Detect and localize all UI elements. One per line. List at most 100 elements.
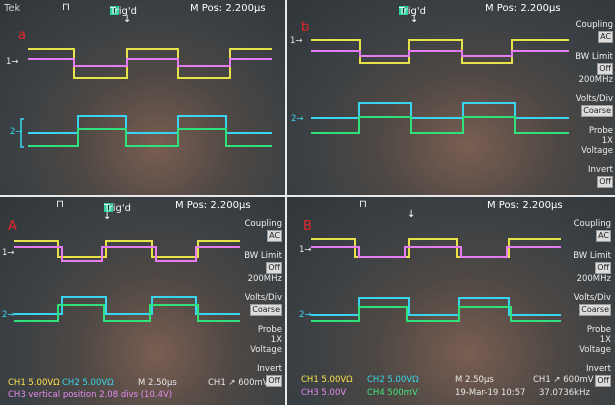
ch3-waveform [311, 50, 569, 57]
bw-limit-value: Off [266, 262, 282, 274]
trigger-icon: T [104, 203, 113, 212]
trigger-position-arrow-icon: ↓ [407, 209, 416, 220]
coupling-label: Coupling [573, 219, 611, 229]
ch2-marker: 2→ [10, 127, 23, 137]
scope-panel-A: ⊓ T Trig'd ↓ M Pos: 2.200µs A 1→ 2→ Coupl… [0, 197, 285, 405]
volts-div-label: Volts/Div [573, 293, 611, 303]
ch1-waveform [28, 48, 272, 79]
m-pos-readout: M Pos: 2.200µs [487, 200, 563, 211]
ch1-waveform [14, 240, 240, 258]
probe-type: Voltage [581, 146, 613, 156]
ch2-marker: 2→ [2, 310, 15, 320]
volts-div-value: Coarse [581, 105, 613, 117]
volts-div-value: Coarse [250, 304, 282, 316]
ch2-waveform [311, 102, 569, 119]
probe-label: Probe [588, 126, 613, 136]
bw-limit-menu-item[interactable]: BW Limit Off 200MHz [565, 251, 611, 284]
invert-menu-item[interactable]: Invert Off [567, 165, 613, 188]
brand-label: Tek [4, 3, 21, 14]
ch4-scale-readout: CH4 500mV [367, 388, 418, 398]
trigger-position-arrow-icon: ↓ [123, 14, 132, 25]
probe-type: Voltage [579, 345, 611, 355]
channel-menu-B: Coupling AC BW Limit Off 200MHz Volts/Div Co… [565, 219, 611, 396]
waveform-area-a [20, 48, 272, 148]
probe-type: Voltage [250, 345, 282, 355]
trigger-readout: CH1 ↗ 600mV [208, 378, 269, 388]
trigger-readout: CH1 ↗ 600mV [533, 375, 594, 385]
m-pos-readout: M Pos: 2.200µs [485, 3, 561, 14]
volts-div-menu-item[interactable]: Volts/Div Coarse [236, 293, 282, 316]
trigger-state-text: Trig'd [399, 6, 426, 17]
bw-limit-value: Off [597, 63, 613, 75]
invert-value: Off [597, 176, 613, 188]
bw-limit-label: BW Limit [244, 251, 282, 261]
trigger-icon: T [399, 6, 408, 15]
volts-div-menu-item[interactable]: Volts/Div Coarse [565, 293, 611, 316]
scope-panel-a: Tek ⊓ T Trig'd ↓ M Pos: 2.200µs a 1→ 2→ [0, 0, 285, 195]
probe-menu-item[interactable]: Probe 1X Voltage [236, 325, 282, 355]
ch1-marker: 1→ [6, 57, 19, 67]
ch2-marker: 2→ [299, 310, 312, 320]
waveform-area-B [311, 238, 561, 322]
bw-limit-freq: 200MHz [576, 274, 611, 284]
trigger-square-icon: ⊓ [359, 199, 367, 210]
ch1-marker: 1→ [2, 248, 15, 258]
coupling-value: AC [267, 230, 282, 242]
ch4-waveform [311, 306, 561, 322]
invert-label: Invert [588, 165, 613, 175]
m-pos-readout: M Pos: 2.200µs [175, 200, 251, 211]
panel-label-B: B [303, 219, 312, 234]
ch4-waveform [311, 116, 569, 134]
bw-limit-menu-item[interactable]: BW Limit Off 200MHz [236, 251, 282, 284]
bw-limit-freq: 200MHz [247, 274, 282, 284]
invert-menu-item[interactable]: Invert Off [236, 364, 282, 387]
datetime-readout: 19-Mar-19 10:57 [455, 388, 526, 398]
probe-label: Probe [257, 325, 282, 335]
probe-menu-item[interactable]: Probe 1X Voltage [567, 126, 613, 156]
coupling-menu-item[interactable]: Coupling AC [567, 20, 613, 43]
coupling-menu-item[interactable]: Coupling AC [565, 219, 611, 242]
invert-value: Off [266, 375, 282, 387]
ch3-waveform [14, 246, 240, 262]
volts-div-label: Volts/Div [244, 293, 282, 303]
coupling-value: AC [598, 31, 613, 43]
trigger-square-icon: ⊓ [56, 199, 64, 210]
trigger-icon: T [110, 6, 119, 15]
ch2-waveform [28, 115, 272, 134]
bw-limit-freq: 200MHz [578, 75, 613, 85]
ch2-scale-readout: CH2 5.00VΩ [367, 375, 419, 385]
timebase-readout: M 2.50µs [138, 378, 177, 388]
ch4-waveform [14, 304, 240, 322]
coupling-menu-item[interactable]: Coupling AC [236, 219, 282, 242]
panel-label-a: a [18, 28, 26, 43]
ch2-scale-readout: CH2 5.00VΩ [62, 378, 114, 388]
waveform-area-b [311, 39, 569, 134]
status-bar-top-A: ⊓ T Trig'd ↓ M Pos: 2.200µs [0, 197, 285, 222]
probe-value: 1X [599, 335, 611, 345]
timebase-readout: M 2.50µs [455, 375, 494, 385]
status-bar-top-B: ⊓ ↓ M Pos: 2.200µs [287, 197, 615, 220]
ch1-marker: 1→ [290, 36, 303, 46]
ch3-waveform [28, 58, 272, 67]
scope-panel-B: ⊓ ↓ M Pos: 2.200µs B 1→ 2→ Coupling AC BW… [287, 197, 615, 405]
ch1-scale-readout: CH1 5.00VΩ [301, 375, 353, 385]
trigger-state-text: Trig'd [110, 6, 137, 17]
frequency-readout: 37.0736kHz [539, 388, 590, 398]
probe-menu-item[interactable]: Probe 1X Voltage [565, 325, 611, 355]
invert-label: Invert [257, 364, 282, 374]
ch1-scale-readout: CH1 5.00VΩ [8, 378, 60, 388]
invert-menu-item[interactable]: Invert Off [565, 364, 611, 387]
bw-limit-menu-item[interactable]: BW Limit Off 200MHz [567, 52, 613, 85]
trigger-position-arrow-icon: ↓ [410, 14, 419, 25]
trigger-square-icon: ⊓ [62, 2, 70, 13]
trigger-state-text: Trig'd [104, 203, 131, 214]
ch2-waveform [14, 296, 240, 315]
invert-label: Invert [586, 364, 611, 374]
volts-div-value: Coarse [579, 304, 611, 316]
probe-label: Probe [586, 325, 611, 335]
ch1-marker: 1→ [299, 245, 312, 255]
bw-limit-value: Off [595, 262, 611, 274]
scope-panel-b: T Trig'd ↓ M Pos: 2.200µs b 1→ 2→ Couplin… [287, 0, 615, 195]
status-bar-top-a: Tek ⊓ T Trig'd ↓ M Pos: 2.200µs [0, 0, 285, 25]
volts-div-menu-item[interactable]: Volts/Div Coarse [567, 94, 613, 117]
